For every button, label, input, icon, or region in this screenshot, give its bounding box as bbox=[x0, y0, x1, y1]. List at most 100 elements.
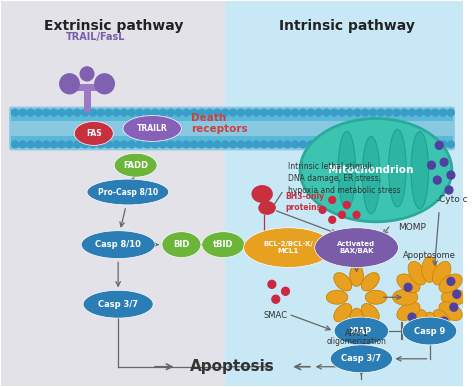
Circle shape bbox=[440, 141, 447, 148]
Circle shape bbox=[199, 109, 205, 116]
Circle shape bbox=[128, 141, 135, 148]
Text: Mitochondrion: Mitochondrion bbox=[328, 165, 414, 175]
Ellipse shape bbox=[162, 232, 201, 257]
Circle shape bbox=[377, 109, 384, 116]
Text: Activated
BAX/BAK: Activated BAX/BAK bbox=[337, 241, 375, 254]
Bar bbox=[11, 136, 453, 148]
Text: BCL-2/BCL-X/
MCL1: BCL-2/BCL-X/ MCL1 bbox=[264, 241, 313, 254]
Text: tBID: tBID bbox=[213, 240, 234, 249]
Circle shape bbox=[105, 109, 112, 116]
Circle shape bbox=[136, 109, 143, 116]
Ellipse shape bbox=[334, 303, 352, 322]
Circle shape bbox=[272, 295, 280, 303]
Circle shape bbox=[159, 109, 166, 116]
Text: MOMP: MOMP bbox=[398, 223, 426, 232]
Circle shape bbox=[19, 141, 26, 148]
Circle shape bbox=[144, 141, 151, 148]
Ellipse shape bbox=[439, 274, 462, 293]
Circle shape bbox=[346, 141, 353, 148]
Circle shape bbox=[432, 141, 439, 148]
Circle shape bbox=[408, 313, 416, 321]
Circle shape bbox=[424, 109, 431, 116]
Circle shape bbox=[276, 141, 283, 148]
Ellipse shape bbox=[361, 273, 379, 291]
Circle shape bbox=[338, 109, 346, 116]
Circle shape bbox=[315, 141, 322, 148]
Text: Intrinsic lethal stimuli:
DNA damage, ER stress,
hypoxia and metabolic stress: Intrinsic lethal stimuli: DNA damage, ER… bbox=[288, 162, 401, 195]
Ellipse shape bbox=[350, 308, 364, 330]
Circle shape bbox=[66, 141, 73, 148]
Text: Intrinsic pathway: Intrinsic pathway bbox=[279, 19, 415, 33]
Circle shape bbox=[435, 141, 443, 149]
Text: Casp 9: Casp 9 bbox=[414, 327, 445, 336]
Circle shape bbox=[113, 109, 119, 116]
Text: SMAC: SMAC bbox=[264, 311, 288, 320]
Ellipse shape bbox=[334, 317, 389, 345]
Circle shape bbox=[159, 141, 166, 148]
Circle shape bbox=[144, 109, 151, 116]
Circle shape bbox=[97, 141, 104, 148]
Circle shape bbox=[82, 109, 89, 116]
Circle shape bbox=[329, 216, 336, 223]
Circle shape bbox=[237, 141, 244, 148]
Circle shape bbox=[183, 141, 190, 148]
Circle shape bbox=[323, 109, 330, 116]
Circle shape bbox=[120, 109, 128, 116]
Circle shape bbox=[424, 141, 431, 148]
Text: Extrinsic pathway: Extrinsic pathway bbox=[44, 19, 183, 33]
Circle shape bbox=[191, 141, 198, 148]
Circle shape bbox=[447, 141, 454, 148]
Circle shape bbox=[338, 211, 346, 218]
Circle shape bbox=[222, 141, 228, 148]
Ellipse shape bbox=[114, 153, 157, 177]
FancyBboxPatch shape bbox=[9, 107, 455, 150]
Circle shape bbox=[447, 109, 454, 116]
Circle shape bbox=[440, 158, 448, 166]
Circle shape bbox=[136, 141, 143, 148]
Ellipse shape bbox=[408, 310, 427, 333]
Circle shape bbox=[354, 141, 361, 148]
Circle shape bbox=[214, 141, 221, 148]
Circle shape bbox=[229, 109, 237, 116]
Circle shape bbox=[385, 141, 392, 148]
Circle shape bbox=[300, 109, 306, 116]
Circle shape bbox=[237, 109, 244, 116]
Ellipse shape bbox=[327, 290, 348, 304]
Circle shape bbox=[440, 109, 447, 116]
Circle shape bbox=[82, 141, 89, 148]
Circle shape bbox=[416, 109, 423, 116]
Ellipse shape bbox=[362, 136, 380, 214]
Circle shape bbox=[329, 197, 336, 204]
Circle shape bbox=[428, 161, 435, 169]
Circle shape bbox=[191, 109, 198, 116]
Circle shape bbox=[90, 141, 96, 148]
Circle shape bbox=[432, 109, 439, 116]
Circle shape bbox=[362, 141, 369, 148]
Ellipse shape bbox=[439, 302, 462, 320]
Circle shape bbox=[206, 109, 213, 116]
Text: BH3-only
proteins: BH3-only proteins bbox=[285, 192, 325, 212]
Circle shape bbox=[346, 109, 353, 116]
Ellipse shape bbox=[392, 289, 418, 305]
Circle shape bbox=[222, 109, 228, 116]
Circle shape bbox=[183, 109, 190, 116]
Bar bbox=[225, 2, 463, 385]
Ellipse shape bbox=[300, 118, 452, 222]
Ellipse shape bbox=[244, 228, 333, 267]
Circle shape bbox=[385, 109, 392, 116]
Circle shape bbox=[377, 141, 384, 148]
Text: Apoptosome: Apoptosome bbox=[403, 250, 456, 260]
Ellipse shape bbox=[83, 290, 153, 318]
Circle shape bbox=[175, 109, 182, 116]
Text: Casp 8/10: Casp 8/10 bbox=[95, 240, 141, 249]
Circle shape bbox=[370, 109, 376, 116]
Ellipse shape bbox=[397, 302, 420, 320]
Circle shape bbox=[292, 141, 299, 148]
Ellipse shape bbox=[402, 317, 457, 345]
Circle shape bbox=[253, 109, 260, 116]
Text: TRAIL/FasL: TRAIL/FasL bbox=[65, 32, 125, 42]
Circle shape bbox=[308, 109, 314, 116]
Ellipse shape bbox=[408, 261, 427, 285]
Circle shape bbox=[245, 141, 252, 148]
Circle shape bbox=[58, 109, 65, 116]
